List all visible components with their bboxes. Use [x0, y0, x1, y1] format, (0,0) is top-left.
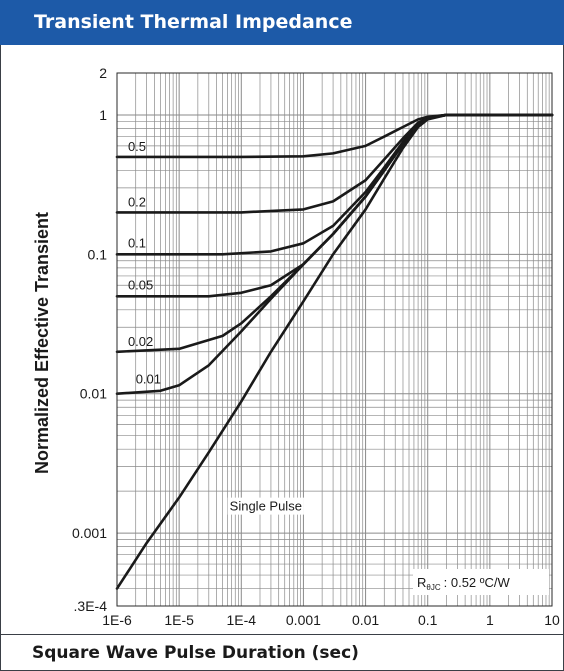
- y-tick-label: 0.001: [72, 525, 107, 541]
- x-tick-label: 1E-4: [226, 612, 256, 628]
- rthjc-symbol: R: [417, 575, 426, 590]
- y-axis-label: Normalized Effective Transient: [32, 212, 52, 474]
- y-tick-label: 0.1: [88, 246, 108, 262]
- x-tick-label: 0.001: [286, 612, 321, 628]
- label-layer: 1E-6 1E-5 1E-4 0.001 0.01 0.1 1 10 .3E-4 0.001 0.0…: [72, 65, 560, 628]
- x-tick-label: 1E-6: [102, 612, 132, 628]
- footer-divider: [0, 634, 564, 635]
- rthjc-annotation-box: [413, 569, 549, 595]
- plot-border: [116, 72, 553, 607]
- series-label: 0.1: [128, 235, 146, 250]
- rthjc-subscript: θJC: [426, 583, 440, 592]
- svg-text:RθJC: 0.52 ºC/W: RθJC : 0.52 ºC/W: [417, 575, 511, 592]
- rthjc-value: : 0.52 ºC/W: [444, 575, 511, 590]
- x-axis-label: Square Wave Pulse Duration (sec): [32, 643, 359, 663]
- x-tick-label: 0.01: [352, 612, 379, 628]
- series-label: 0.02: [128, 334, 153, 349]
- series-label: Single Pulse: [230, 499, 302, 514]
- rthjc-annotation: RθJC : 0.52 ºC/W: [413, 569, 549, 595]
- x-tick-label: 0.1: [418, 612, 438, 628]
- series-label: 0.05: [128, 277, 153, 292]
- x-tick-label: 1: [486, 612, 494, 628]
- series-label: 0.2: [128, 195, 146, 210]
- y-tick-label: .3E-4: [74, 598, 108, 614]
- chart-header: Transient Thermal Impedance: [0, 0, 564, 45]
- series-label: 0.01: [136, 372, 161, 387]
- series-line: [115, 113, 554, 590]
- series-label: 0.5: [128, 139, 146, 154]
- curve-layer: [115, 113, 554, 590]
- thermal-impedance-chart: 1E-6 1E-5 1E-4 0.001 0.01 0.1 1 10 .3E-4 0.001 0.0…: [32, 65, 560, 628]
- y-tick-label: 0.01: [80, 386, 107, 402]
- chart-title: Transient Thermal Impedance: [34, 11, 353, 33]
- x-tick-label: 10: [544, 612, 560, 628]
- y-tick-label: 2: [99, 65, 107, 81]
- series-label-bg: [227, 497, 304, 515]
- x-tick-label: 1E-5: [164, 612, 194, 628]
- y-tick-label: 1: [99, 107, 107, 123]
